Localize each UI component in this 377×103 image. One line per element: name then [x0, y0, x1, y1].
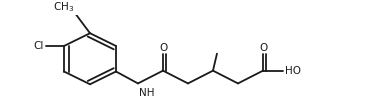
Text: HO: HO [285, 66, 301, 76]
Text: O: O [160, 43, 168, 53]
Text: O: O [260, 43, 268, 53]
Text: Cl: Cl [34, 41, 44, 51]
Text: CH$_3$: CH$_3$ [53, 0, 74, 14]
Text: NH: NH [139, 88, 155, 98]
